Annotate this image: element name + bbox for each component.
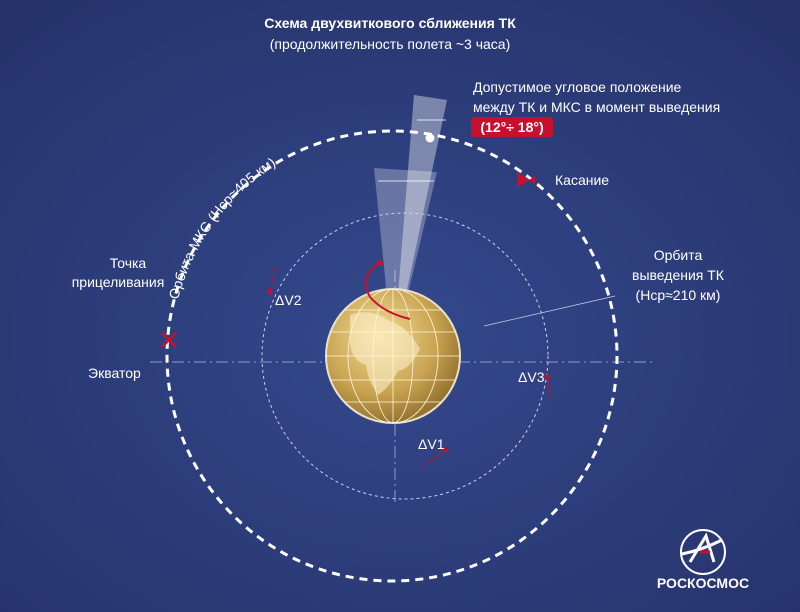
insertion-label: Орбита xyxy=(654,247,703,263)
aim-label: Точка xyxy=(110,255,147,271)
logo xyxy=(680,529,726,575)
insertion-label: (Нср≈210 км) xyxy=(636,287,721,303)
dv-label: ΔV2 xyxy=(275,292,302,308)
subtitle: (продолжительность полета ~3 часа) xyxy=(270,36,511,52)
iss-position xyxy=(425,133,435,143)
leader-line xyxy=(483,295,616,327)
iss-orbit xyxy=(165,129,619,583)
annotation-line: Допустимое угловое положение xyxy=(473,79,682,95)
logo-text: РОСКОСМОС xyxy=(657,575,749,591)
badge: (12°÷ 18°) xyxy=(480,119,543,135)
dv-label: ΔV3 xyxy=(518,369,545,385)
dv-markers xyxy=(267,267,551,468)
aim-label: прицеливания xyxy=(72,274,165,290)
insertion-orbit xyxy=(261,212,549,500)
continents xyxy=(349,312,420,395)
contact-label: Касание xyxy=(555,172,609,188)
equator-label: Экватор xyxy=(88,365,141,381)
badge-bg xyxy=(471,117,553,137)
contact-marker xyxy=(517,172,535,188)
dv-label: ΔV1 xyxy=(418,436,445,452)
insertion-label: выведения ТК xyxy=(632,267,725,283)
annotation-line: между ТК и МКС в момент выведения xyxy=(473,99,720,115)
marker xyxy=(377,260,383,266)
title: Схема двухвиткового сближения ТК xyxy=(264,15,516,31)
aim-marker xyxy=(161,332,177,348)
trajectory xyxy=(364,262,411,320)
